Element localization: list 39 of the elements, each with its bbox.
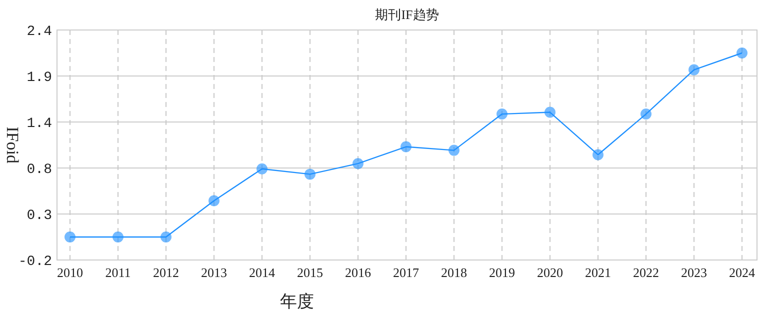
x-tick-label: 2023 xyxy=(681,265,707,280)
point xyxy=(352,158,364,170)
x-tick-label: 2013 xyxy=(201,265,227,280)
point xyxy=(64,232,76,242)
chart-title: 期刊IF趋势 xyxy=(375,7,439,22)
y-tick-label: 1.9 xyxy=(26,70,52,86)
point xyxy=(640,108,652,120)
point xyxy=(400,141,412,152)
x-tick-label: 2015 xyxy=(297,265,323,280)
point xyxy=(208,195,220,206)
point xyxy=(112,232,124,242)
x-tick-label: 2022 xyxy=(633,265,659,280)
x-tick-label: 2018 xyxy=(441,265,467,280)
x-tick-label: 2020 xyxy=(537,265,563,280)
point xyxy=(304,168,316,180)
point xyxy=(592,149,604,160)
x-tick-label: 2012 xyxy=(153,265,179,280)
y-tick-label: 2.4 xyxy=(26,24,52,40)
y-tick-label: 0.8 xyxy=(26,162,52,178)
y-tick-label: -0.2 xyxy=(18,254,52,270)
point xyxy=(448,144,460,156)
x-tick-label: 2021 xyxy=(585,265,611,280)
y-tick-label: 0.3 xyxy=(26,208,52,224)
x-tick-label: 2014 xyxy=(249,265,276,280)
point xyxy=(688,64,700,76)
point xyxy=(544,106,556,118)
x-tick-label: 2010 xyxy=(57,265,83,280)
x-tick-label: 2011 xyxy=(105,265,131,280)
x-tick-label: 2017 xyxy=(393,265,420,280)
x-axis-title: 年度 xyxy=(280,292,314,311)
y-axis-title: IFoid xyxy=(3,126,22,164)
y-tick-label: 1.4 xyxy=(26,116,52,132)
x-tick-label: 2019 xyxy=(489,265,515,280)
point xyxy=(256,163,268,174)
point xyxy=(736,48,748,58)
x-tick-label: 2016 xyxy=(345,265,372,280)
point xyxy=(160,232,172,242)
point xyxy=(496,108,508,120)
x-tick-label: 2024 xyxy=(729,265,756,280)
